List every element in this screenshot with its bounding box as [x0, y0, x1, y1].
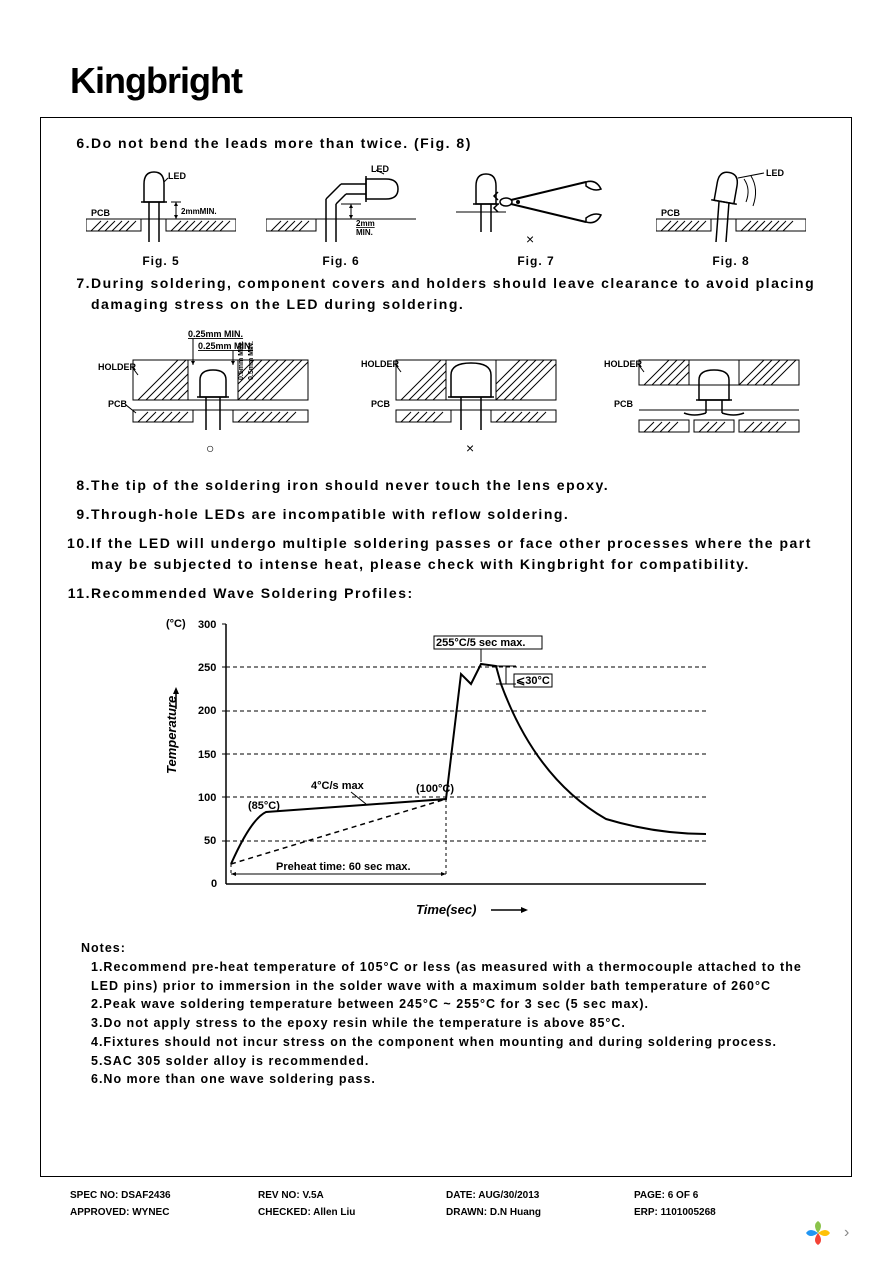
figure-row-1: LED PCB 2mmMIN. Fig. 5 — [71, 164, 821, 268]
chevron-right-icon[interactable]: › — [844, 1224, 849, 1242]
notes-title: Notes: — [81, 939, 821, 958]
fig5-svg: LED PCB 2mmMIN. — [86, 164, 236, 249]
note-1: 1.Recommend pre-heat temperature of 105°… — [91, 958, 821, 996]
footer-date: DATE: AUG/30/2013 — [446, 1187, 634, 1204]
fig6-label: Fig. 6 — [266, 254, 416, 268]
svg-text:100: 100 — [198, 792, 216, 804]
svg-text:Time(sec): Time(sec) — [416, 902, 476, 917]
item-11: 11. Recommended Wave Soldering Profiles: — [71, 583, 821, 604]
svg-text:250: 250 — [198, 662, 216, 674]
fig5-label: Fig. 5 — [86, 254, 236, 268]
svg-text:150: 150 — [198, 749, 216, 761]
footer-rev-no: REV NO: V.5A — [258, 1187, 446, 1204]
item-10: 10. If the LED will undergo multiple sol… — [71, 533, 821, 575]
footer-spec-no: SPEC NO: DSAF2436 — [70, 1187, 258, 1204]
fig8-label: Fig. 8 — [656, 254, 806, 268]
svg-text:0.25mm MIN.: 0.25mm MIN. — [188, 329, 243, 339]
svg-text:PCB: PCB — [91, 208, 111, 218]
figure-8: LED PCB Fig. 8 — [656, 164, 806, 268]
svg-text:×: × — [466, 440, 474, 456]
figure-7: × Fig. 7 — [446, 164, 626, 268]
svg-text:LED: LED — [168, 171, 187, 181]
footer-checked: CHECKED: Allen Liu — [258, 1204, 446, 1221]
svg-text:HOLDER: HOLDER — [98, 362, 137, 372]
holder-2-svg: HOLDER PCB × — [351, 325, 561, 465]
wave-soldering-chart: 300 250 200 150 100 50 0 — [71, 614, 821, 929]
svg-text:255°C/5 sec max.: 255°C/5 sec max. — [436, 637, 525, 649]
item-7: 7. During soldering, component covers an… — [71, 273, 821, 315]
svg-text:×: × — [526, 231, 534, 247]
note-3: 3.Do not apply stress to the epoxy resin… — [91, 1014, 821, 1033]
fig7-label: Fig. 7 — [446, 254, 626, 268]
petal-icon — [802, 1217, 834, 1249]
note-4: 4.Fixtures should not incur stress on th… — [91, 1033, 821, 1052]
svg-text:300: 300 — [198, 619, 216, 631]
svg-text:50: 50 — [204, 835, 216, 847]
svg-text:LED: LED — [766, 168, 785, 178]
svg-text:HOLDER: HOLDER — [604, 359, 643, 369]
chart-svg: 300 250 200 150 100 50 0 — [146, 614, 746, 924]
note-6: 6.No more than one wave soldering pass. — [91, 1070, 821, 1089]
svg-text:PCB: PCB — [371, 399, 391, 409]
brand-logo: Kingbright — [70, 60, 852, 102]
svg-text:Preheat time: 60 sec max.: Preheat time: 60 sec max. — [276, 861, 411, 873]
item-8: 8. The tip of the soldering iron should … — [71, 475, 821, 496]
svg-text:(85°C): (85°C) — [248, 800, 280, 812]
svg-text:(100°C): (100°C) — [416, 783, 454, 795]
svg-text:0: 0 — [211, 878, 217, 890]
svg-text:0.5mm MIN.: 0.5mm MIN. — [238, 341, 245, 380]
svg-text:2mm: 2mm — [356, 219, 375, 228]
svg-text:PCB: PCB — [614, 399, 634, 409]
footer: SPEC NO: DSAF2436 REV NO: V.5A DATE: AUG… — [40, 1177, 852, 1231]
footer-erp: ERP: 1101005268 — [634, 1204, 822, 1221]
figure-5: LED PCB 2mmMIN. Fig. 5 — [86, 164, 236, 268]
svg-text:⩽30°C: ⩽30°C — [516, 675, 550, 687]
footer-approved: APPROVED: WYNEC — [70, 1204, 258, 1221]
svg-text:PCB: PCB — [661, 208, 681, 218]
bottom-nav-icon: › — [802, 1213, 882, 1253]
svg-text:2mmMIN.: 2mmMIN. — [181, 207, 217, 216]
notes-section: Notes: 1.Recommend pre-heat temperature … — [71, 939, 821, 1089]
fig7-svg: × — [446, 164, 626, 249]
svg-text:0.5mm MIN.: 0.5mm MIN. — [248, 341, 255, 380]
svg-text:200: 200 — [198, 705, 216, 717]
holder-row: 0.25mm MIN. 0.25mm MIN. HOLDER — [71, 325, 821, 465]
svg-text:4°C/s max: 4°C/s max — [311, 780, 365, 792]
fig6-svg: LED 2mm MIN. — [266, 164, 416, 249]
svg-text:○: ○ — [206, 440, 214, 456]
svg-text:HOLDER: HOLDER — [361, 359, 400, 369]
note-2: 2.Peak wave soldering temperature betwee… — [91, 995, 821, 1014]
fig8-svg: LED PCB — [656, 164, 806, 249]
holder-3-svg: HOLDER PCB — [594, 325, 804, 465]
item-6: 6. Do not bend the leads more than twice… — [71, 133, 821, 154]
note-5: 5.SAC 305 solder alloy is recommended. — [91, 1052, 821, 1071]
footer-page: PAGE: 6 OF 6 — [634, 1187, 822, 1204]
svg-text:MIN.: MIN. — [356, 228, 373, 237]
svg-text:PCB: PCB — [108, 399, 128, 409]
item-9: 9. Through-hole LEDs are incompatible wi… — [71, 504, 821, 525]
figure-6: LED 2mm MIN. Fig. 6 — [266, 164, 416, 268]
footer-drawn: DRAWN: D.N Huang — [446, 1204, 634, 1221]
content-box: 6. Do not bend the leads more than twice… — [40, 117, 852, 1177]
holder-1-svg: 0.25mm MIN. 0.25mm MIN. HOLDER — [88, 325, 318, 465]
svg-text:(°C): (°C) — [166, 618, 186, 630]
